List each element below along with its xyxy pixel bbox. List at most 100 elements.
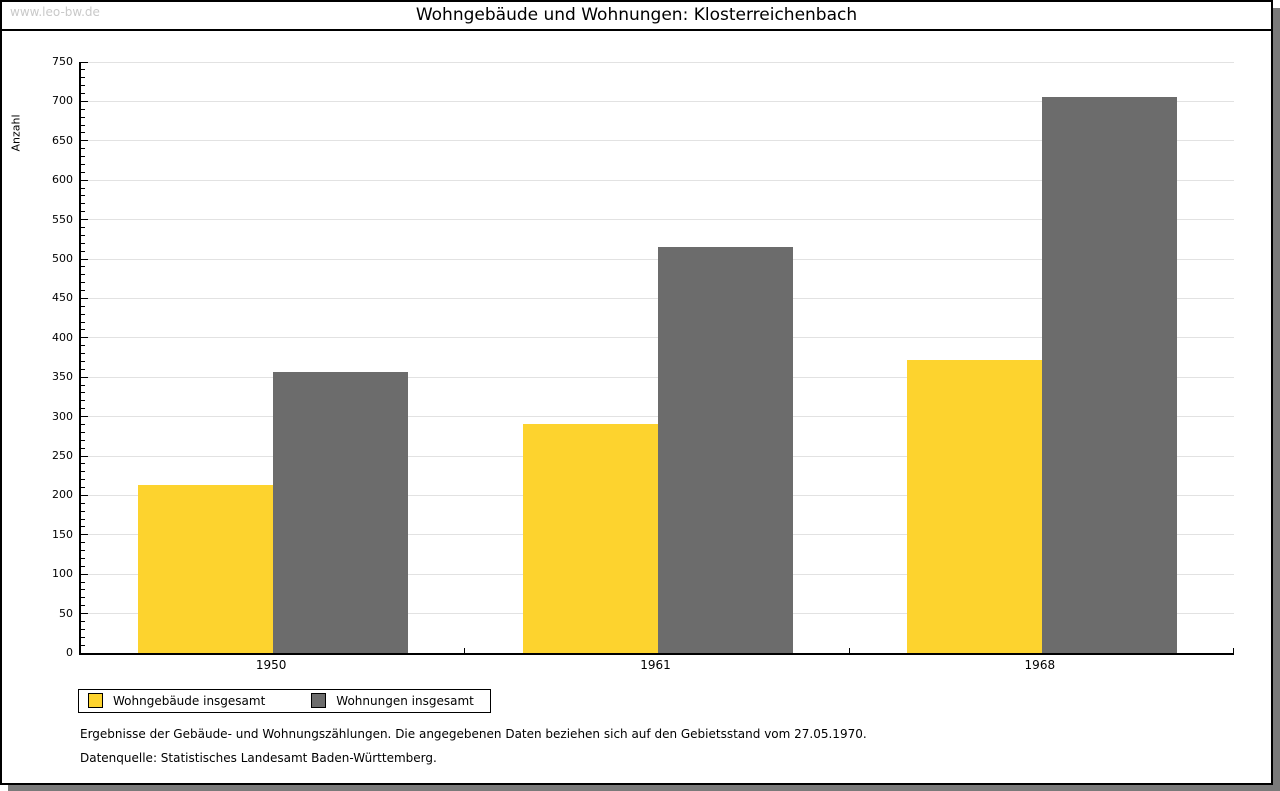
y-axis-tick xyxy=(81,471,85,473)
x-tick-label: 1968 xyxy=(1024,658,1056,672)
y-axis-tick xyxy=(81,250,85,252)
y-axis-tick xyxy=(81,124,85,126)
y-axis-tick xyxy=(81,203,85,205)
y-gridline xyxy=(81,140,1234,142)
y-tick-label: 700 xyxy=(52,94,73,108)
y-axis-tick xyxy=(81,581,85,583)
y-tick-label: 350 xyxy=(52,370,73,384)
window-shadow-right xyxy=(1273,8,1280,791)
y-axis-tick xyxy=(81,392,85,394)
y-axis-tick xyxy=(81,455,88,457)
y-axis-tick xyxy=(81,274,85,276)
y-axis-tick xyxy=(81,510,85,512)
y-tick-label: 600 xyxy=(52,173,73,187)
legend-item: Wohngebäude insgesamt xyxy=(88,693,265,708)
legend-swatch xyxy=(88,693,103,708)
y-axis-tick xyxy=(81,550,85,552)
y-axis-tick xyxy=(81,116,85,118)
plot-area xyxy=(79,61,1234,655)
y-tick-label: 250 xyxy=(52,449,73,462)
y-axis-tick xyxy=(81,163,85,165)
y-axis-tick xyxy=(81,518,85,520)
y-axis-tick xyxy=(81,376,88,378)
y-axis-tick xyxy=(81,542,85,544)
y-tick-label: 50 xyxy=(59,606,73,620)
y-axis-tick xyxy=(81,589,85,591)
y-tick-label: 500 xyxy=(52,252,73,265)
x-axis-tick xyxy=(1233,648,1234,653)
y-axis-label: Anzahl xyxy=(9,114,23,152)
y-axis-tick xyxy=(81,219,88,221)
y-axis-tick xyxy=(81,353,85,355)
y-axis-tick xyxy=(81,400,85,402)
y-axis-tick xyxy=(81,644,85,646)
y-axis-tick xyxy=(81,463,85,465)
legend: Wohngebäude insgesamt Wohnungen insgesamt xyxy=(78,689,491,713)
bar-wohnungen-insgesamt xyxy=(273,372,409,653)
y-axis-tick xyxy=(81,423,85,425)
footnote-data-source: Datenquelle: Statistisches Landesamt Bad… xyxy=(80,751,437,765)
y-axis-tick xyxy=(81,171,85,173)
y-axis-tick xyxy=(81,502,85,504)
y-axis-tick xyxy=(81,195,85,197)
bar-wohnungen-insgesamt xyxy=(657,247,793,653)
footnote-source-note: Ergebnisse der Gebäude- und Wohnungszähl… xyxy=(80,727,867,741)
x-tick-label: 1961 xyxy=(640,658,671,672)
y-axis-tick xyxy=(81,258,88,260)
y-tick-label: 400 xyxy=(52,330,73,344)
y-axis-tick xyxy=(81,447,85,449)
y-axis-tick xyxy=(81,179,88,181)
y-axis-tick xyxy=(81,384,85,386)
bar-wohngebäude-insgesamt xyxy=(906,359,1042,653)
y-axis-tick xyxy=(81,565,85,567)
y-axis-tick xyxy=(81,636,85,638)
y-axis-tick xyxy=(81,368,85,370)
y-tick-label: 0 xyxy=(66,646,73,659)
y-axis-tick xyxy=(81,305,85,307)
y-axis-tick xyxy=(81,416,88,418)
y-axis-tick xyxy=(81,345,85,347)
y-axis-tick xyxy=(81,77,85,79)
y-axis-tick xyxy=(81,534,88,536)
title-divider xyxy=(2,29,1271,31)
y-gridline xyxy=(81,100,1234,102)
y-tick-label: 750 xyxy=(52,55,73,68)
y-axis-tick xyxy=(81,211,85,213)
y-axis-tick xyxy=(81,573,88,575)
y-tick-label: 650 xyxy=(52,133,73,147)
x-axis-tick xyxy=(464,648,466,653)
y-gridline xyxy=(81,179,1234,181)
y-axis-tick xyxy=(81,234,85,236)
y-axis-tick xyxy=(81,613,88,615)
y-axis-tick xyxy=(81,187,85,189)
y-axis-tick xyxy=(81,108,85,110)
y-axis-tick xyxy=(81,526,85,528)
y-tick-label: 450 xyxy=(52,291,73,305)
y-axis-tick xyxy=(81,408,85,410)
y-axis-tick xyxy=(81,140,88,142)
y-axis-tick xyxy=(81,628,85,630)
legend-swatch xyxy=(311,693,327,708)
y-axis-tick xyxy=(81,620,85,622)
chart-title: Wohngebäude und Wohnungen: Klosterreiche… xyxy=(415,5,858,25)
y-axis-tick xyxy=(81,313,85,315)
legend-item: Wohnungen insgesamt xyxy=(311,693,474,708)
y-tick-label: 550 xyxy=(52,212,73,226)
watermark: www.leo-bw.de xyxy=(10,5,100,19)
y-axis-tick xyxy=(81,479,85,481)
y-axis-tick xyxy=(81,557,85,559)
window-shadow-bottom xyxy=(8,785,1280,791)
y-tick-label: 200 xyxy=(52,488,73,502)
bar-wohngebäude-insgesamt xyxy=(522,424,658,653)
y-tick-label: 300 xyxy=(52,409,73,423)
y-axis-tick xyxy=(81,148,85,150)
y-axis-tick xyxy=(81,321,85,323)
y-axis-tick xyxy=(81,290,85,292)
y-gridline xyxy=(81,61,1234,63)
y-axis-tick xyxy=(81,329,85,331)
y-axis-tick xyxy=(81,156,85,158)
y-axis-tick xyxy=(81,652,88,654)
y-axis-tick xyxy=(81,494,88,496)
y-axis-tick xyxy=(81,61,88,63)
y-tick-label: 150 xyxy=(52,527,73,541)
